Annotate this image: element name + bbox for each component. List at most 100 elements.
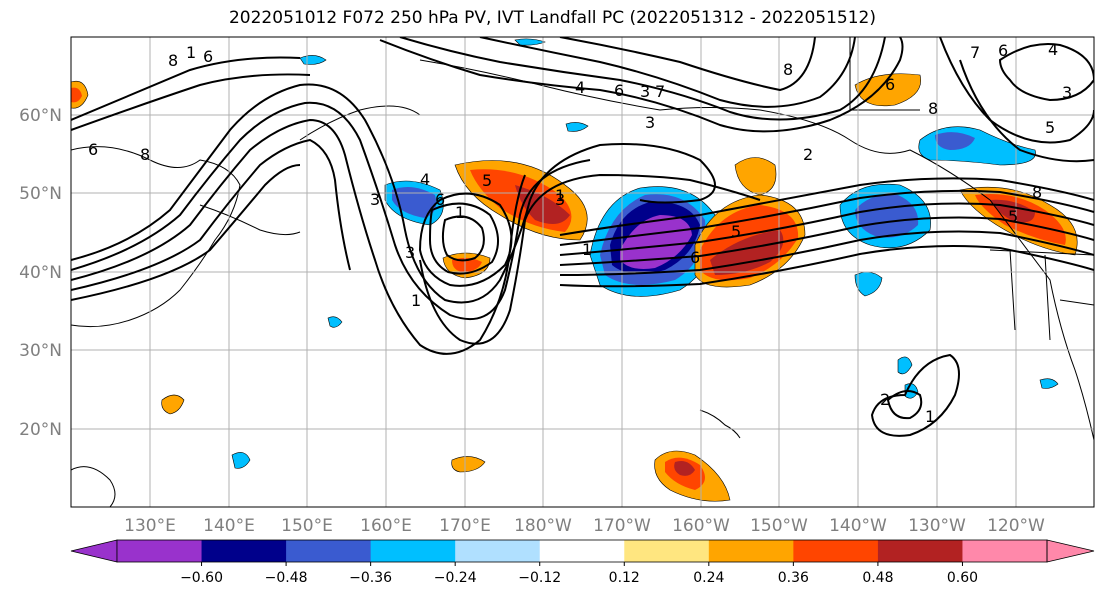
border-lines	[989, 249, 1094, 341]
pv-anomaly-negative	[1039, 378, 1059, 389]
lon-label: 120°W	[987, 516, 1045, 536]
contour-label: 3	[370, 190, 380, 209]
map-title: 2022051012 F072 250 hPa PV, IVT Landfall…	[228, 8, 876, 28]
pv-anomaly-positive	[674, 461, 695, 476]
contour-line	[441, 215, 485, 262]
contour-label: 8	[783, 60, 793, 79]
colorbar-segment	[370, 540, 456, 562]
contour-label: 1	[925, 407, 935, 426]
na-coastline	[759, 109, 1094, 441]
contour-label: 3	[640, 82, 650, 101]
lon-label: 150°W	[750, 516, 808, 536]
contour-line	[559, 189, 1094, 246]
lat-label: 50°N	[19, 184, 62, 204]
contour-line	[479, 37, 856, 108]
japan-coastline	[199, 204, 301, 236]
ivt-contours	[71, 37, 1094, 437]
lon-label: 130°E	[124, 516, 176, 536]
colorbar-segment	[455, 540, 541, 562]
pv-anomaly-negative	[514, 38, 546, 46]
contour-label: 1	[555, 186, 565, 205]
contour-label: 2	[880, 390, 890, 409]
lon-label: 150°E	[281, 516, 333, 536]
contour-label: 8	[1032, 183, 1042, 202]
contour-label: 8	[928, 99, 938, 118]
contour-line	[71, 138, 351, 291]
colorbar-segment	[286, 540, 372, 562]
colorbar-segment	[708, 540, 794, 562]
pv-anomaly-negative	[620, 215, 692, 269]
contour-line	[379, 37, 904, 133]
kamchatka-coastline	[299, 105, 421, 141]
contour-label: 4	[1048, 40, 1058, 59]
lon-label: 170°E	[439, 516, 491, 536]
colorbar: −0.60 −0.48 −0.36 −0.24 −0.12 0.12 0.24 0.36 0.4…	[70, 539, 1095, 586]
colorbar-tick-label: −0.36	[349, 570, 392, 586]
contour-line	[428, 202, 499, 275]
contour-label: 4	[575, 78, 585, 97]
contour-label: 3	[645, 113, 655, 132]
contour-line	[559, 177, 1094, 236]
colorbar-segment	[201, 540, 287, 562]
lon-label: 140°E	[203, 516, 255, 536]
pv-anomaly-negative	[897, 356, 913, 375]
contour-line	[559, 216, 1094, 266]
pv-anomaly-positive	[71, 87, 82, 103]
map-panel: 8 6 1 6 8 3 4 6 1 3 5 1 6 7 3 4 6 3 2 5	[70, 36, 1095, 508]
contour-line	[559, 245, 1094, 288]
contour-line	[71, 101, 591, 320]
colorbar-tick-label: −0.48	[265, 570, 308, 586]
colorbar-tick-label: 0.36	[778, 570, 809, 586]
contour-label: 1	[411, 291, 421, 310]
contour-label: 6	[614, 81, 624, 100]
colorbar-extend-high	[1046, 539, 1095, 563]
contour-line	[886, 390, 923, 420]
contour-label: 8	[168, 51, 178, 70]
pv-anomaly-positive	[452, 257, 482, 272]
pv-anomaly-positive	[161, 394, 185, 415]
contour-line	[939, 37, 1094, 144]
contour-label: 2	[803, 145, 813, 164]
lat-label: 60°N	[19, 106, 62, 126]
lon-label: 140°W	[829, 516, 887, 536]
contour-label: 3	[1062, 83, 1072, 102]
colorbar-extend-low	[70, 539, 118, 563]
alaska-coastline	[419, 59, 761, 111]
contour-line	[418, 192, 513, 287]
colorbar-frame	[116, 539, 1048, 563]
lon-label: 170°W	[593, 516, 651, 536]
map-border	[70, 36, 1095, 508]
colorbar-tick-label: −0.24	[434, 570, 477, 586]
contour-label: 6	[88, 140, 98, 159]
pv-anomaly-positive	[734, 157, 777, 196]
colorbar-ticks: −0.60 −0.48 −0.36 −0.24 −0.12 0.12 0.24 0.36 0.4…	[180, 562, 978, 586]
contour-label: 5	[1008, 207, 1018, 226]
philippines-coastline	[71, 466, 116, 507]
contour-label: 5	[482, 171, 492, 190]
contour-label: 3	[405, 243, 415, 262]
pv-anomaly-negative	[565, 122, 589, 132]
contour-line	[559, 37, 816, 92]
pv-anomaly-negative	[392, 186, 437, 218]
pv-anomaly-negative	[327, 316, 343, 328]
lon-label: 130°W	[908, 516, 966, 536]
contour-label: 1	[455, 203, 465, 222]
colorbar-segment	[877, 540, 963, 562]
contour-label: 1	[186, 43, 196, 62]
colorbar-segment	[117, 540, 203, 562]
contour-label: 7	[970, 43, 980, 62]
latitude-labels: 60°N 50°N 40°N 30°N 20°N	[19, 106, 62, 440]
colorbar-segments	[117, 540, 1048, 562]
contour-label: 1	[582, 240, 592, 259]
contour-label: 6	[998, 41, 1008, 60]
contour-label: 7	[655, 82, 665, 101]
colorbar-tick-label: −0.60	[180, 570, 223, 586]
hawaii-coastline	[699, 409, 741, 439]
contour-line	[71, 83, 716, 304]
contour-line	[870, 353, 960, 437]
contour-label: 4	[420, 170, 430, 189]
lat-label: 30°N	[19, 341, 62, 361]
contour-line	[71, 56, 301, 121]
pv-anomaly-positive	[854, 73, 922, 107]
